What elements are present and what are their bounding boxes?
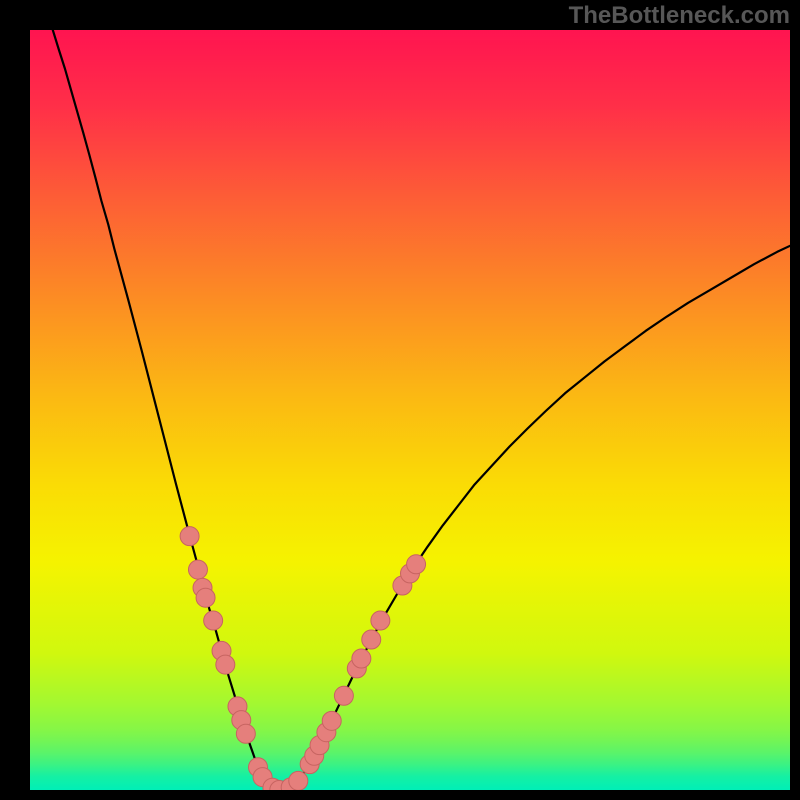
data-marker: [371, 611, 390, 630]
data-marker: [407, 555, 426, 574]
data-marker: [289, 771, 308, 790]
data-marker: [322, 711, 341, 730]
data-marker: [180, 527, 199, 546]
data-marker: [204, 611, 223, 630]
chart-plot-area: [30, 30, 790, 790]
data-marker: [188, 560, 207, 579]
chart-background: [30, 30, 790, 790]
watermark-text: TheBottleneck.com: [569, 2, 790, 30]
data-marker: [196, 588, 215, 607]
data-marker: [352, 649, 371, 668]
chart-frame: TheBottleneck.com: [0, 0, 800, 800]
data-marker: [236, 724, 255, 743]
data-marker: [334, 686, 353, 705]
data-marker: [362, 630, 381, 649]
data-marker: [216, 655, 235, 674]
